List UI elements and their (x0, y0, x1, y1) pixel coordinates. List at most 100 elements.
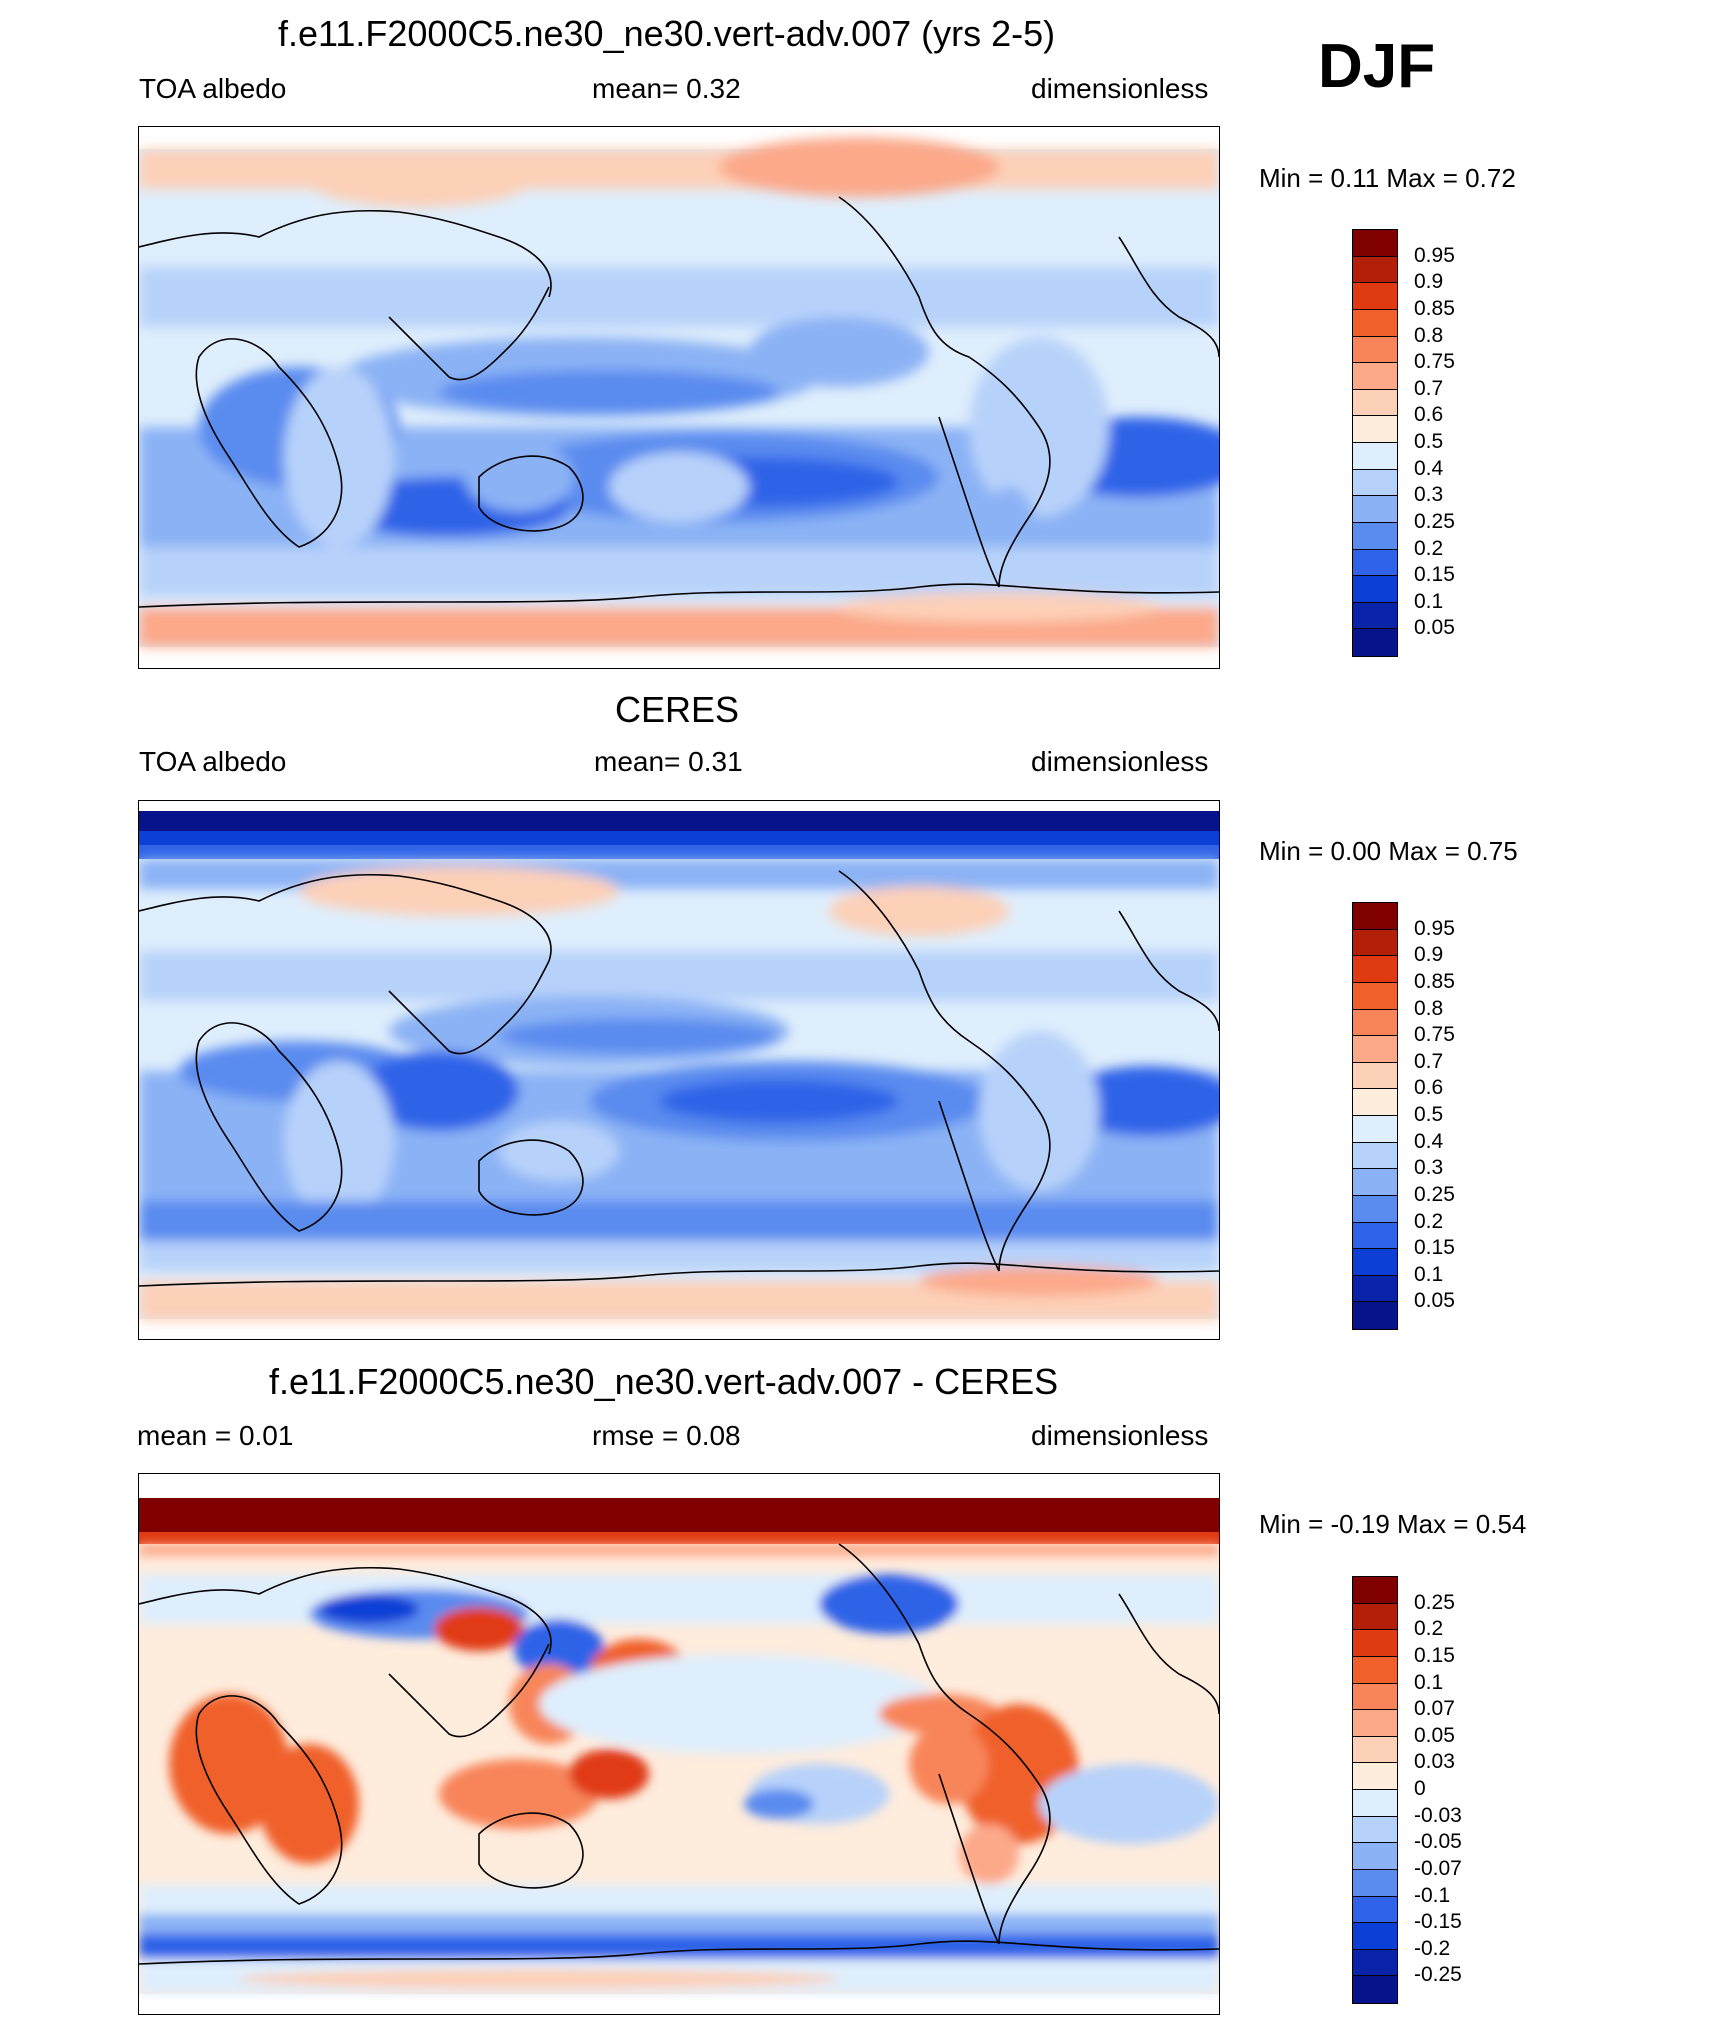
colorbar-swatch (1353, 363, 1397, 390)
panel-1-mean-label: mean= 0.32 (592, 73, 741, 104)
colorbar-swatch (1353, 469, 1397, 497)
colorbar-swatch (1353, 1843, 1397, 1870)
colorbar-label: 0.15 (1414, 1643, 1455, 1667)
colorbar-swatch (1353, 1089, 1397, 1116)
panel-3-rmse-label: rmse = 0.08 (592, 1420, 741, 1451)
colorbar-swatch (1353, 1142, 1397, 1170)
colorbar-swatch (1353, 1062, 1397, 1090)
colorbar-label: 0.6 (1414, 1076, 1444, 1100)
colorbar-swatch (1353, 1116, 1397, 1143)
colorbar-label: 0.7 (1414, 1049, 1444, 1073)
colorbar-label: 0.05 (1414, 616, 1455, 640)
colorbar-swatch (1353, 1222, 1397, 1250)
colorbar-swatch (1353, 256, 1397, 284)
colorbar-label: 0.2 (1414, 1209, 1444, 1233)
panel-3-map (138, 1473, 1220, 2015)
colorbar-label: 0.85 (1414, 969, 1455, 993)
colorbar-swatch (1353, 522, 1397, 550)
colorbar-swatch (1353, 1976, 1397, 2003)
colorbar-swatch (1353, 629, 1397, 656)
colorbar-label: -0.1 (1414, 1883, 1451, 1907)
panel-2-mean-label: mean= 0.31 (594, 746, 743, 777)
colorbar-swatch (1353, 230, 1397, 257)
panel-3-colorbar (1352, 1576, 1398, 2004)
colorbar-swatch (1353, 389, 1397, 417)
colorbar-label: 0.3 (1414, 1156, 1444, 1180)
panel-2-variable-label: TOA albedo (139, 746, 287, 777)
colorbar-swatch (1353, 602, 1397, 630)
panel-3-mean-label: mean = 0.01 (137, 1420, 294, 1451)
colorbar-swatch (1353, 1790, 1397, 1817)
colorbar-swatch (1353, 929, 1397, 957)
colorbar-label: 0.25 (1414, 509, 1455, 533)
colorbar-label: 0.25 (1414, 1590, 1455, 1614)
colorbar-label: 0.95 (1414, 243, 1455, 267)
colorbar-label: -0.03 (1414, 1803, 1462, 1827)
colorbar-label: 0.3 (1414, 483, 1444, 507)
panel-1-min-max: Min = 0.11 Max = 0.72 (1259, 163, 1516, 193)
colorbar-label: 0.85 (1414, 296, 1455, 320)
colorbar-swatch (1353, 956, 1397, 983)
colorbar-swatch (1353, 336, 1397, 364)
colorbar-swatch (1353, 1816, 1397, 1844)
colorbar-label: 0.2 (1414, 1617, 1444, 1641)
colorbar-swatch (1353, 1763, 1397, 1790)
colorbar-swatch (1353, 903, 1397, 930)
colorbar-swatch (1353, 309, 1397, 337)
colorbar-swatch (1353, 549, 1397, 577)
colorbar-label: 0.15 (1414, 563, 1455, 587)
colorbar-swatch (1353, 1603, 1397, 1631)
colorbar-label: 0.5 (1414, 1103, 1444, 1126)
colorbar-swatch (1353, 1630, 1397, 1657)
colorbar-swatch (1353, 1923, 1397, 1950)
colorbar-label: 0.9 (1414, 943, 1444, 967)
panel-2-units-label: dimensionless (1031, 746, 1209, 777)
colorbar-label: 0.9 (1414, 270, 1444, 294)
colorbar-swatch (1353, 1710, 1397, 1737)
panel-2-title: CERES (615, 689, 740, 730)
colorbar-swatch (1353, 1275, 1397, 1303)
colorbar-label: 0.4 (1414, 456, 1444, 480)
colorbar-label: 0.25 (1414, 1182, 1455, 1206)
colorbar-label: 0.8 (1414, 323, 1444, 347)
colorbar-label: 0.7 (1414, 376, 1444, 400)
panel-3-title: f.e11.F2000C5.ne30_ne30.vert-adv.007 - C… (269, 1361, 1059, 1402)
colorbar-swatch (1353, 1736, 1397, 1764)
colorbar-label: -0.25 (1414, 1963, 1462, 1987)
colorbar-swatch (1353, 1302, 1397, 1329)
colorbar-label: 0.4 (1414, 1129, 1444, 1153)
colorbar-swatch (1353, 416, 1397, 443)
panel-2-min-max: Min = 0.00 Max = 0.75 (1259, 836, 1518, 866)
colorbar-swatch (1353, 1169, 1397, 1196)
colorbar-label: -0.2 (1414, 1936, 1451, 1960)
colorbar-swatch (1353, 1896, 1397, 1924)
colorbar-swatch (1353, 1577, 1397, 1604)
colorbar-swatch (1353, 1195, 1397, 1223)
colorbar-label: 0.6 (1414, 403, 1444, 427)
panel-1-title: f.e11.F2000C5.ne30_ne30.vert-adv.007 (yr… (278, 13, 1056, 54)
colorbar-swatch (1353, 1036, 1397, 1063)
colorbar-label: 0.05 (1414, 1723, 1455, 1747)
panel-1-map (138, 126, 1220, 669)
panel-2-map (138, 800, 1220, 1340)
colorbar-label: 0.1 (1414, 1262, 1444, 1286)
panel-1-units-label: dimensionless (1031, 73, 1209, 104)
colorbar-swatch (1353, 283, 1397, 310)
panel-2-colorbar (1352, 902, 1398, 1330)
colorbar-swatch (1353, 496, 1397, 523)
colorbar-label: 0.1 (1414, 1670, 1444, 1694)
colorbar-label: 0.75 (1414, 1023, 1455, 1047)
colorbar-label: 0.05 (1414, 1289, 1455, 1313)
panel-3-units-label: dimensionless (1031, 1420, 1209, 1451)
colorbar-swatch (1353, 982, 1397, 1010)
colorbar-label: 0.03 (1414, 1750, 1455, 1774)
season-label: DJF (1318, 32, 1436, 101)
colorbar-label: 0.15 (1414, 1236, 1455, 1260)
colorbar-label: 0.75 (1414, 350, 1455, 374)
panel-1-variable-label: TOA albedo (139, 73, 287, 104)
colorbar-label: 0.5 (1414, 430, 1444, 453)
colorbar-swatch (1353, 443, 1397, 470)
colorbar-swatch (1353, 1249, 1397, 1276)
panel-1-colorbar (1352, 229, 1398, 657)
colorbar-label: -0.05 (1414, 1830, 1462, 1854)
